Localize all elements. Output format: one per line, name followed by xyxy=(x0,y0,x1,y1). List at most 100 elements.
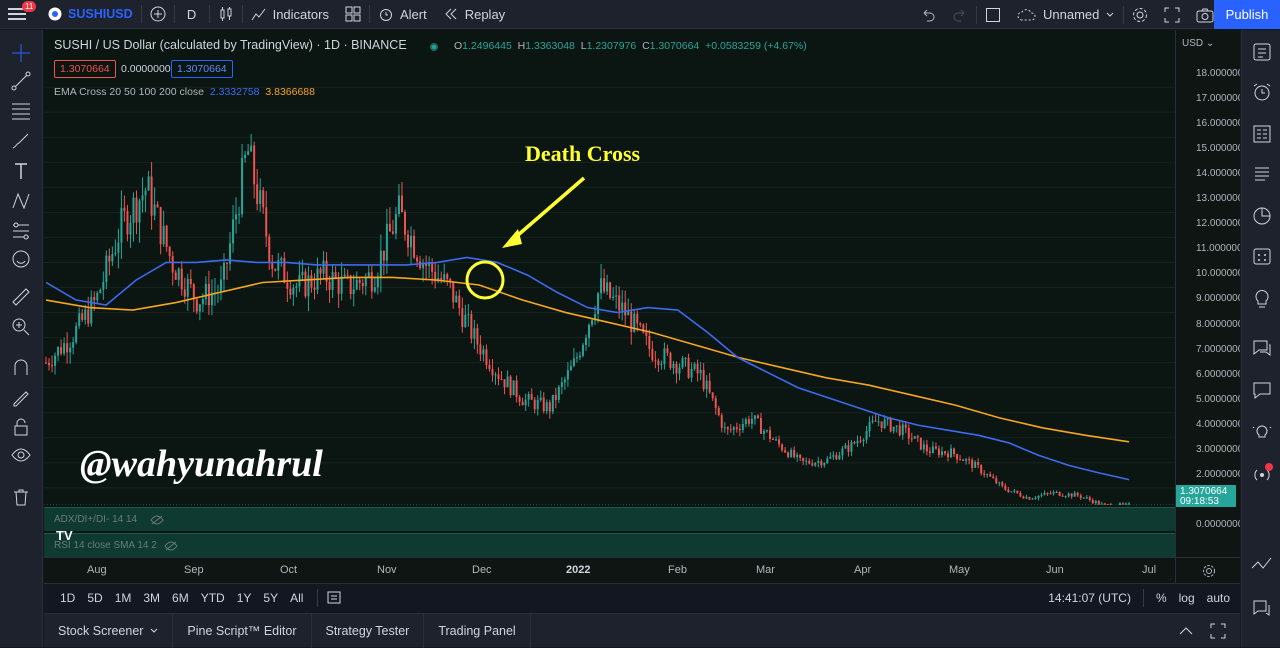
auto-toggle[interactable]: auto xyxy=(1206,591,1230,605)
settings-button[interactable] xyxy=(1124,0,1156,29)
range-button-3m[interactable]: 3M xyxy=(143,591,161,605)
time-display[interactable]: 14:41:07 (UTC) xyxy=(1048,591,1131,605)
chats-icon[interactable] xyxy=(1250,336,1274,360)
emoji-icon[interactable] xyxy=(10,248,32,270)
templates-button[interactable] xyxy=(337,0,369,29)
magnet-icon[interactable] xyxy=(10,356,32,378)
trash-icon[interactable] xyxy=(10,486,32,508)
streams-broadcast-icon[interactable] xyxy=(1250,462,1274,486)
range-button-5y[interactable]: 5Y xyxy=(263,591,279,605)
rsi-pane[interactable]: RSI 14 close SMA 14 2 TV xyxy=(44,528,1175,557)
candle-body xyxy=(862,439,865,442)
chart-area[interactable]: SUSHI / US Dollar (calculated by Trading… xyxy=(44,30,1240,583)
range-button-5d[interactable]: 5D xyxy=(87,591,103,605)
layout-name-button[interactable]: Unnamed xyxy=(1009,0,1123,29)
tab-stock-screener[interactable]: Stock Screener xyxy=(44,613,174,648)
idea-stream-icon[interactable] xyxy=(1250,420,1274,444)
candle-body xyxy=(886,418,889,420)
tab-pine-editor[interactable]: Pine Script™ Editor xyxy=(173,613,312,648)
axis-settings-button[interactable] xyxy=(1175,557,1240,583)
price-tick-label: 12.0000000 xyxy=(1196,218,1240,230)
eye-icon[interactable] xyxy=(10,444,32,466)
alerts-clock-icon[interactable] xyxy=(1250,80,1274,104)
help-icon[interactable] xyxy=(1250,596,1274,620)
pulse-icon[interactable] xyxy=(1250,554,1274,578)
camera-icon xyxy=(1196,8,1214,22)
divider xyxy=(140,5,142,23)
menu-button[interactable]: 11 xyxy=(0,0,40,29)
candle-body xyxy=(735,427,738,430)
candle-body xyxy=(790,449,793,458)
price-tick-label: 10.0000000 xyxy=(1196,268,1240,280)
replay-button[interactable]: Replay xyxy=(435,0,513,29)
ideas-bulb-icon[interactable] xyxy=(1250,286,1274,310)
watchlist-icon[interactable] xyxy=(1250,40,1274,64)
text-tool-icon[interactable] xyxy=(10,160,32,182)
trendline-icon[interactable] xyxy=(10,70,32,92)
candle-body xyxy=(666,348,669,353)
candle-body xyxy=(787,452,790,458)
interval-button[interactable]: D xyxy=(186,6,197,22)
tab-strategy-tester[interactable]: Strategy Tester xyxy=(312,613,425,648)
prediction-icon[interactable] xyxy=(10,220,32,242)
range-button-1d[interactable]: 1D xyxy=(60,591,76,605)
undo-button[interactable] xyxy=(912,0,944,29)
candle-body xyxy=(705,380,708,390)
symbol-search[interactable]: SUSHIUSD xyxy=(40,0,141,29)
ruler-icon[interactable] xyxy=(10,286,32,308)
candle-body xyxy=(1016,490,1019,494)
currency-label[interactable]: USD ⌄ xyxy=(1182,38,1215,49)
lock-icon[interactable] xyxy=(10,416,32,438)
publish-button[interactable]: Publish xyxy=(1214,0,1280,29)
candle-body xyxy=(171,256,174,273)
range-button-1m[interactable]: 1M xyxy=(114,591,132,605)
time-tick-label: Jul xyxy=(1142,564,1157,576)
candle-body xyxy=(811,463,814,466)
fib-retracement-icon[interactable] xyxy=(10,100,32,122)
range-button-1y[interactable]: 1Y xyxy=(236,591,252,605)
lock-pencil-icon[interactable] xyxy=(10,386,32,408)
indicators-button[interactable]: Indicators xyxy=(243,0,337,29)
candle-body xyxy=(548,402,551,412)
candle-body xyxy=(69,347,72,353)
candle-body xyxy=(1121,503,1124,505)
range-button-ytd[interactable]: YTD xyxy=(200,591,225,605)
data-window-icon[interactable] xyxy=(1250,122,1274,146)
compare-button[interactable] xyxy=(142,0,174,29)
tab-trading-panel[interactable]: Trading Panel xyxy=(424,613,531,648)
range-button-all[interactable]: All xyxy=(290,591,304,605)
candle-body xyxy=(690,368,693,378)
snapshot-button[interactable] xyxy=(1188,0,1222,29)
adx-pane[interactable]: ADX/DI+/DI- 14 14 xyxy=(44,507,1175,531)
candle-body xyxy=(744,419,747,425)
calendar-icon[interactable] xyxy=(1250,244,1274,268)
maximize-panel-icon[interactable] xyxy=(1210,623,1226,639)
brush-icon[interactable] xyxy=(10,130,32,152)
zoom-in-icon[interactable] xyxy=(10,316,32,338)
hotlist-icon[interactable] xyxy=(1250,204,1274,228)
candle-body xyxy=(850,442,853,452)
candle-body xyxy=(250,145,253,152)
buy-price-box[interactable]: 1.3070664 xyxy=(171,60,233,78)
cloud-icon xyxy=(1017,8,1036,20)
alert-button[interactable]: Alert xyxy=(370,0,435,29)
fullscreen-select-button[interactable] xyxy=(977,0,1009,29)
redo-button[interactable] xyxy=(944,0,976,29)
candle-body xyxy=(72,342,75,348)
log-toggle[interactable]: log xyxy=(1178,591,1195,605)
pattern-icon[interactable] xyxy=(10,190,32,212)
candle-body xyxy=(289,288,292,295)
news-icon[interactable] xyxy=(1250,162,1274,186)
price-axis[interactable]: USD ⌄ 18.0000000 17.0000000 16.0000000 15.0… xyxy=(1175,30,1240,560)
candle-body xyxy=(105,255,108,283)
range-button-6m[interactable]: 6M xyxy=(172,591,189,605)
percent-toggle[interactable]: % xyxy=(1155,591,1167,605)
crosshair-icon[interactable] xyxy=(10,42,32,64)
fullscreen-button[interactable] xyxy=(1156,0,1188,29)
sell-price-box[interactable]: 1.3070664 xyxy=(54,60,116,78)
date-range-icon[interactable] xyxy=(326,590,342,606)
messages-icon[interactable] xyxy=(1250,378,1274,402)
chart-type-button[interactable] xyxy=(210,0,242,29)
time-axis[interactable]: Aug Sep Oct Nov Dec 2022 Feb Mar Apr May Jun Jul xyxy=(44,557,1175,583)
chevron-up-icon[interactable] xyxy=(1178,623,1194,639)
